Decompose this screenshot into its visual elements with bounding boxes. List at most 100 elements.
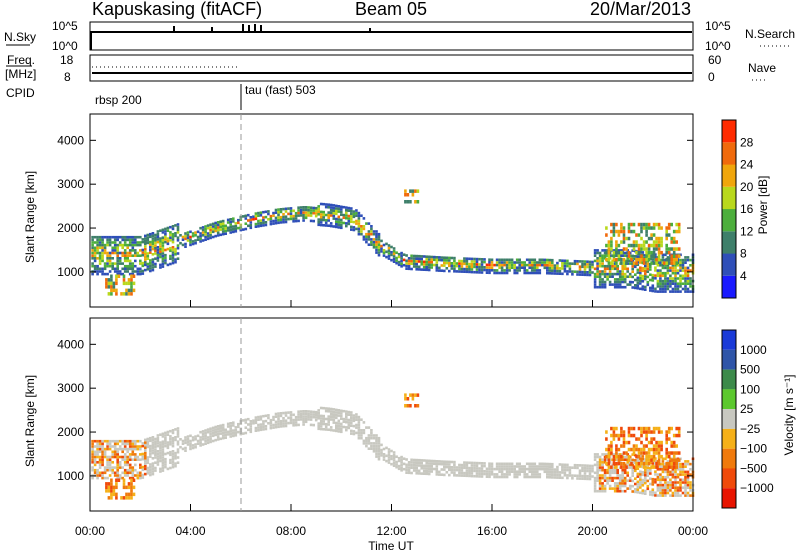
velocity-cell — [676, 491, 680, 495]
power-cell — [613, 278, 617, 281]
velocity-cell — [591, 475, 594, 478]
velocity-cell — [154, 466, 157, 470]
velocity-cell — [166, 433, 170, 436]
velocity-cell — [422, 472, 426, 475]
velocity-cell — [189, 439, 192, 443]
power-cell — [593, 254, 597, 257]
power-cell — [652, 226, 656, 230]
power-cell — [571, 270, 574, 273]
power-cell — [113, 267, 117, 271]
power-cell — [229, 220, 232, 224]
velocity-colorbar-swatch — [722, 349, 736, 370]
power-cell — [430, 258, 433, 261]
power-cell — [656, 290, 660, 293]
velocity-cell — [623, 468, 627, 472]
velocity-cell — [611, 471, 614, 475]
power-cell — [294, 219, 298, 223]
velocity-cell — [488, 465, 491, 468]
power-cell — [525, 271, 529, 275]
power-cell — [209, 231, 212, 234]
power-cell — [546, 269, 549, 272]
power-cell — [618, 275, 622, 278]
velocity-cell — [568, 474, 572, 477]
velocity-cell — [613, 476, 617, 480]
velocity-cell — [229, 429, 232, 433]
power-cell — [463, 270, 466, 273]
power-cell — [127, 278, 131, 282]
power-cell — [684, 271, 687, 275]
power-cell — [433, 258, 436, 262]
velocity-cell — [144, 459, 147, 463]
power-cell — [98, 238, 102, 242]
velocity-cell — [630, 461, 633, 466]
velocity-cell — [329, 426, 333, 429]
power-cell — [414, 200, 417, 204]
power-cell — [465, 257, 469, 260]
velocity-cell — [411, 397, 415, 401]
power-cell — [335, 204, 338, 208]
velocity-cell — [500, 465, 504, 468]
power-cell — [146, 233, 150, 237]
velocity-cell — [149, 455, 152, 458]
power-cell — [176, 246, 180, 250]
power-cell — [101, 235, 104, 239]
velocity-cell — [322, 422, 325, 426]
power-cell — [380, 244, 383, 248]
velocity-cell — [115, 478, 118, 482]
power-cell — [159, 245, 162, 248]
velocity-cell — [621, 489, 624, 493]
power-cell — [630, 229, 633, 234]
velocity-cell — [166, 443, 170, 447]
power-cell — [201, 228, 205, 232]
power-cell — [596, 267, 599, 271]
power-cell — [171, 232, 175, 236]
power-cell — [503, 263, 506, 267]
power-cell — [91, 235, 94, 239]
velocity-cell — [606, 479, 609, 482]
power-cell — [669, 253, 672, 257]
power-cell — [154, 246, 157, 250]
power-cell — [108, 243, 112, 247]
power-cell — [141, 272, 145, 275]
velocity-cell — [674, 491, 677, 495]
velocity-cell — [355, 413, 358, 416]
velocity-cell — [123, 463, 127, 467]
velocity-cell — [372, 450, 376, 453]
power-cell — [176, 231, 180, 234]
velocity-cell — [282, 417, 285, 420]
velocity-cell — [651, 477, 655, 481]
velocity-cell — [169, 458, 172, 462]
velocity-cell — [189, 442, 192, 445]
velocity-cell — [655, 426, 658, 431]
power-cell — [191, 234, 195, 238]
velocity-cell — [342, 425, 346, 429]
power-cell — [186, 236, 190, 240]
velocity-cell — [647, 461, 651, 466]
power-cell — [242, 215, 245, 218]
power-cell — [370, 240, 373, 244]
velocity-cell — [645, 430, 648, 434]
velocity-cell — [272, 426, 275, 429]
velocity-cell — [670, 426, 673, 431]
power-colorbar-swatch — [722, 253, 736, 276]
power-cell — [623, 278, 627, 281]
power-cell — [642, 243, 646, 248]
velocity-cell — [156, 460, 160, 464]
power-cell — [669, 290, 672, 293]
velocity-cell — [611, 479, 614, 482]
power-cell — [420, 257, 423, 261]
power-cell — [651, 258, 655, 261]
velocity-cell — [122, 485, 126, 490]
power-cell — [647, 226, 651, 230]
velocity-cell — [257, 418, 260, 421]
power-cell — [536, 266, 539, 269]
velocity-cell — [274, 425, 278, 429]
power-cell — [392, 252, 396, 256]
power-cell — [284, 215, 288, 218]
power-data — [91, 189, 695, 296]
velocity-cell — [118, 461, 122, 464]
power-cell — [635, 240, 638, 244]
beam-title: Beam 05 — [355, 0, 427, 19]
power-cell — [468, 257, 471, 261]
